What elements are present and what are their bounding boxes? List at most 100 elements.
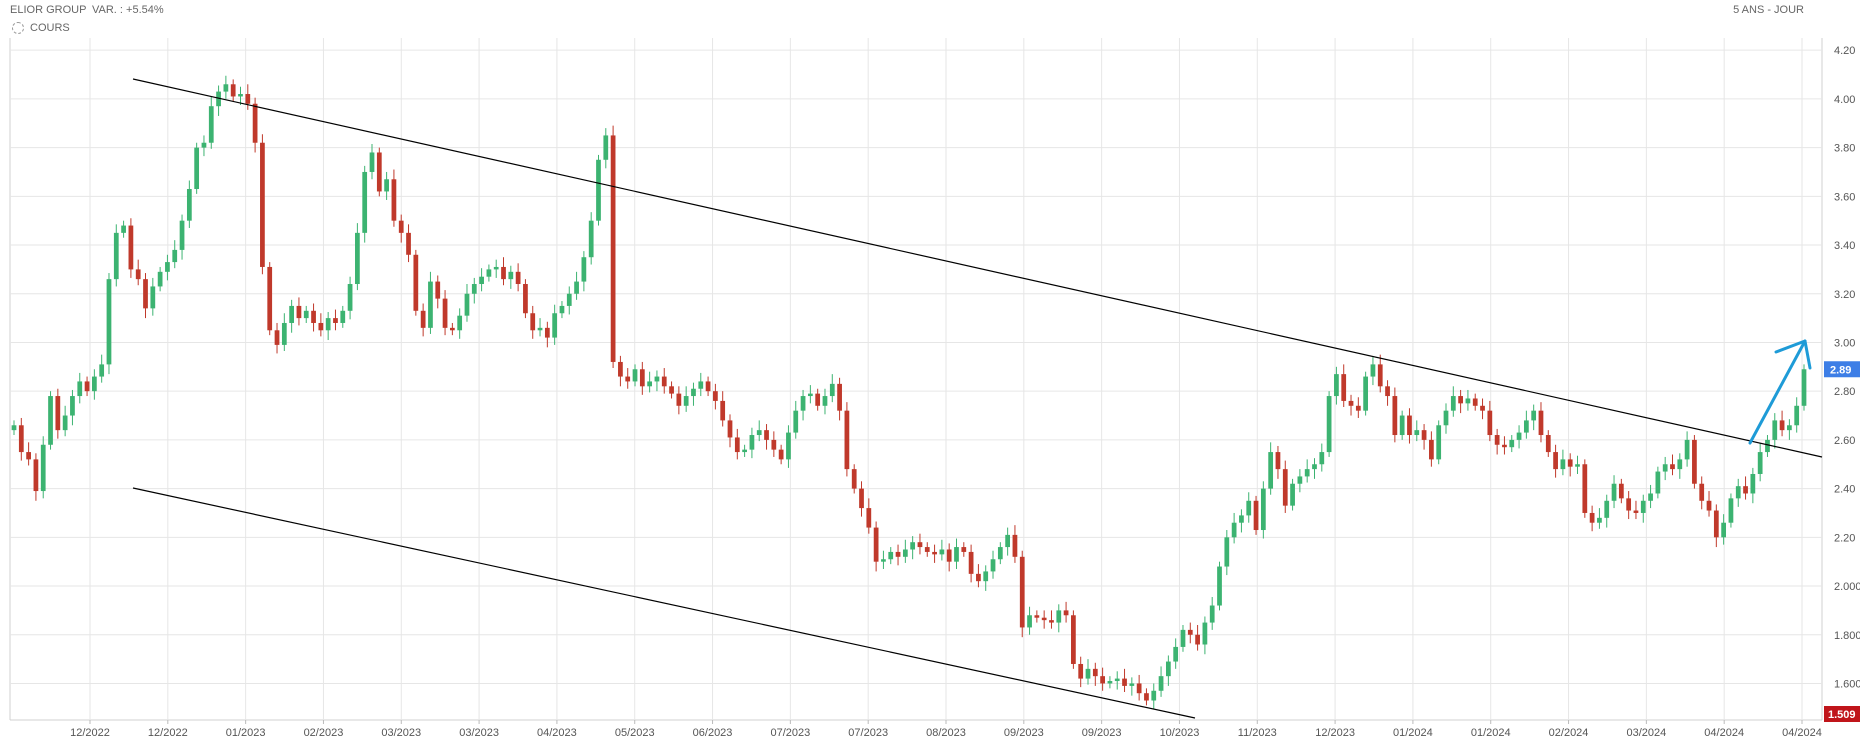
candle-body xyxy=(1545,435,1551,453)
candle-body xyxy=(33,459,39,492)
candle-body xyxy=(274,330,280,345)
candle-body xyxy=(303,310,309,319)
y-tick-label: 1.600 xyxy=(1834,678,1860,690)
candle-body xyxy=(1589,512,1595,523)
candle-body xyxy=(1392,396,1398,436)
candle-body xyxy=(355,232,360,285)
candle-body xyxy=(1297,476,1303,484)
candle-body xyxy=(1472,398,1478,406)
gear-icon[interactable] xyxy=(12,22,24,34)
candle-body xyxy=(1538,410,1544,436)
candle-body xyxy=(62,415,68,431)
candle-body xyxy=(260,142,265,267)
candle-body xyxy=(1071,615,1076,664)
y-tick-label: 3.00 xyxy=(1834,337,1855,349)
candle-body xyxy=(1136,683,1142,694)
candle-body xyxy=(1728,498,1734,523)
candle-body xyxy=(179,220,185,250)
candle-body xyxy=(296,305,302,319)
candle-body xyxy=(157,271,163,287)
candle-body xyxy=(1173,646,1179,662)
candle-body xyxy=(208,106,214,143)
y-tick-label: 3.20 xyxy=(1834,289,1855,301)
x-tick-label: 06/2023 xyxy=(693,727,733,739)
candle-body xyxy=(420,310,426,328)
candle-body xyxy=(1370,364,1376,377)
min-price-badge xyxy=(1824,706,1860,722)
candle-body xyxy=(530,313,536,331)
candle-body xyxy=(523,284,528,314)
candle-body xyxy=(515,271,521,285)
x-tick-label: 12/2022 xyxy=(70,727,110,739)
candle-body xyxy=(1794,405,1800,426)
candle-body xyxy=(11,425,17,431)
candle-body xyxy=(1049,620,1054,623)
candle-body xyxy=(1560,459,1566,470)
candle-body xyxy=(917,542,923,548)
candle-body xyxy=(1611,483,1617,501)
candle-body xyxy=(932,551,937,555)
candle-body xyxy=(639,369,645,387)
candle-body xyxy=(1290,483,1295,506)
x-tick-label: 01/2024 xyxy=(1471,727,1511,739)
candle-body xyxy=(771,439,777,450)
candle-body xyxy=(968,551,974,574)
candle-body xyxy=(1268,452,1274,489)
candle-body xyxy=(1202,622,1208,645)
candle-body xyxy=(837,383,842,411)
x-tick-label: 04/2024 xyxy=(1782,727,1822,739)
x-tick-label: 08/2023 xyxy=(926,727,966,739)
candle-body xyxy=(1787,425,1792,431)
candle-body xyxy=(1655,471,1661,494)
candle-body xyxy=(1429,439,1434,460)
candle-body xyxy=(544,327,550,338)
candle-body xyxy=(1282,469,1288,506)
candle-body xyxy=(391,179,397,221)
candle-body xyxy=(1743,486,1748,494)
x-tick-label: 07/2023 xyxy=(770,727,810,739)
candle-body xyxy=(990,559,996,572)
candle-body xyxy=(1516,432,1522,440)
x-tick-label: 03/2023 xyxy=(459,727,499,739)
candle-body xyxy=(669,386,674,394)
candle-body xyxy=(1509,439,1515,448)
candle-body xyxy=(398,220,404,233)
candle-body xyxy=(347,284,353,311)
candle-body xyxy=(1684,439,1690,460)
candle-body xyxy=(99,364,105,377)
candle-body xyxy=(252,103,258,143)
candle-body xyxy=(340,310,346,323)
candle-body xyxy=(1750,473,1756,494)
candle-body xyxy=(610,135,616,362)
candle-body xyxy=(1034,615,1040,618)
period-selector[interactable]: 5 ANS - JOUR xyxy=(1733,4,1804,16)
chart-legend: COURS xyxy=(12,22,70,34)
x-tick-label: 02/2024 xyxy=(1549,727,1589,739)
candle-body xyxy=(683,396,689,406)
candle-body xyxy=(1648,493,1653,501)
candle-body xyxy=(1217,566,1222,606)
candle-body xyxy=(647,381,653,387)
candle-body xyxy=(764,430,769,440)
candle-body xyxy=(1195,634,1200,645)
candle-body xyxy=(829,383,835,397)
arrow-head xyxy=(1774,339,1812,370)
candle-body xyxy=(1480,405,1485,411)
last-price-badge xyxy=(1824,361,1860,378)
candle-body xyxy=(976,573,981,582)
candle-body xyxy=(654,376,660,382)
candle-body xyxy=(603,135,609,160)
candle-body xyxy=(1772,420,1778,440)
candle-body xyxy=(449,327,455,331)
candle-body xyxy=(245,94,251,104)
x-tick-label: 12/2022 xyxy=(148,727,188,739)
candle-body xyxy=(376,152,382,192)
y-tick-label: 3.80 xyxy=(1834,143,1855,155)
y-tick-label: 4.00 xyxy=(1834,94,1855,106)
candle-body xyxy=(1239,515,1244,523)
candle-body xyxy=(1341,374,1347,401)
candle-body xyxy=(493,266,499,270)
candle-body xyxy=(1699,483,1705,501)
candle-body xyxy=(676,393,682,406)
